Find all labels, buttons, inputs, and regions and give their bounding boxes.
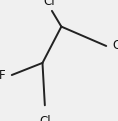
Text: Cl: Cl bbox=[39, 115, 51, 121]
Text: Cl: Cl bbox=[112, 39, 118, 53]
Text: F: F bbox=[0, 68, 6, 82]
Text: Cl: Cl bbox=[44, 0, 55, 8]
